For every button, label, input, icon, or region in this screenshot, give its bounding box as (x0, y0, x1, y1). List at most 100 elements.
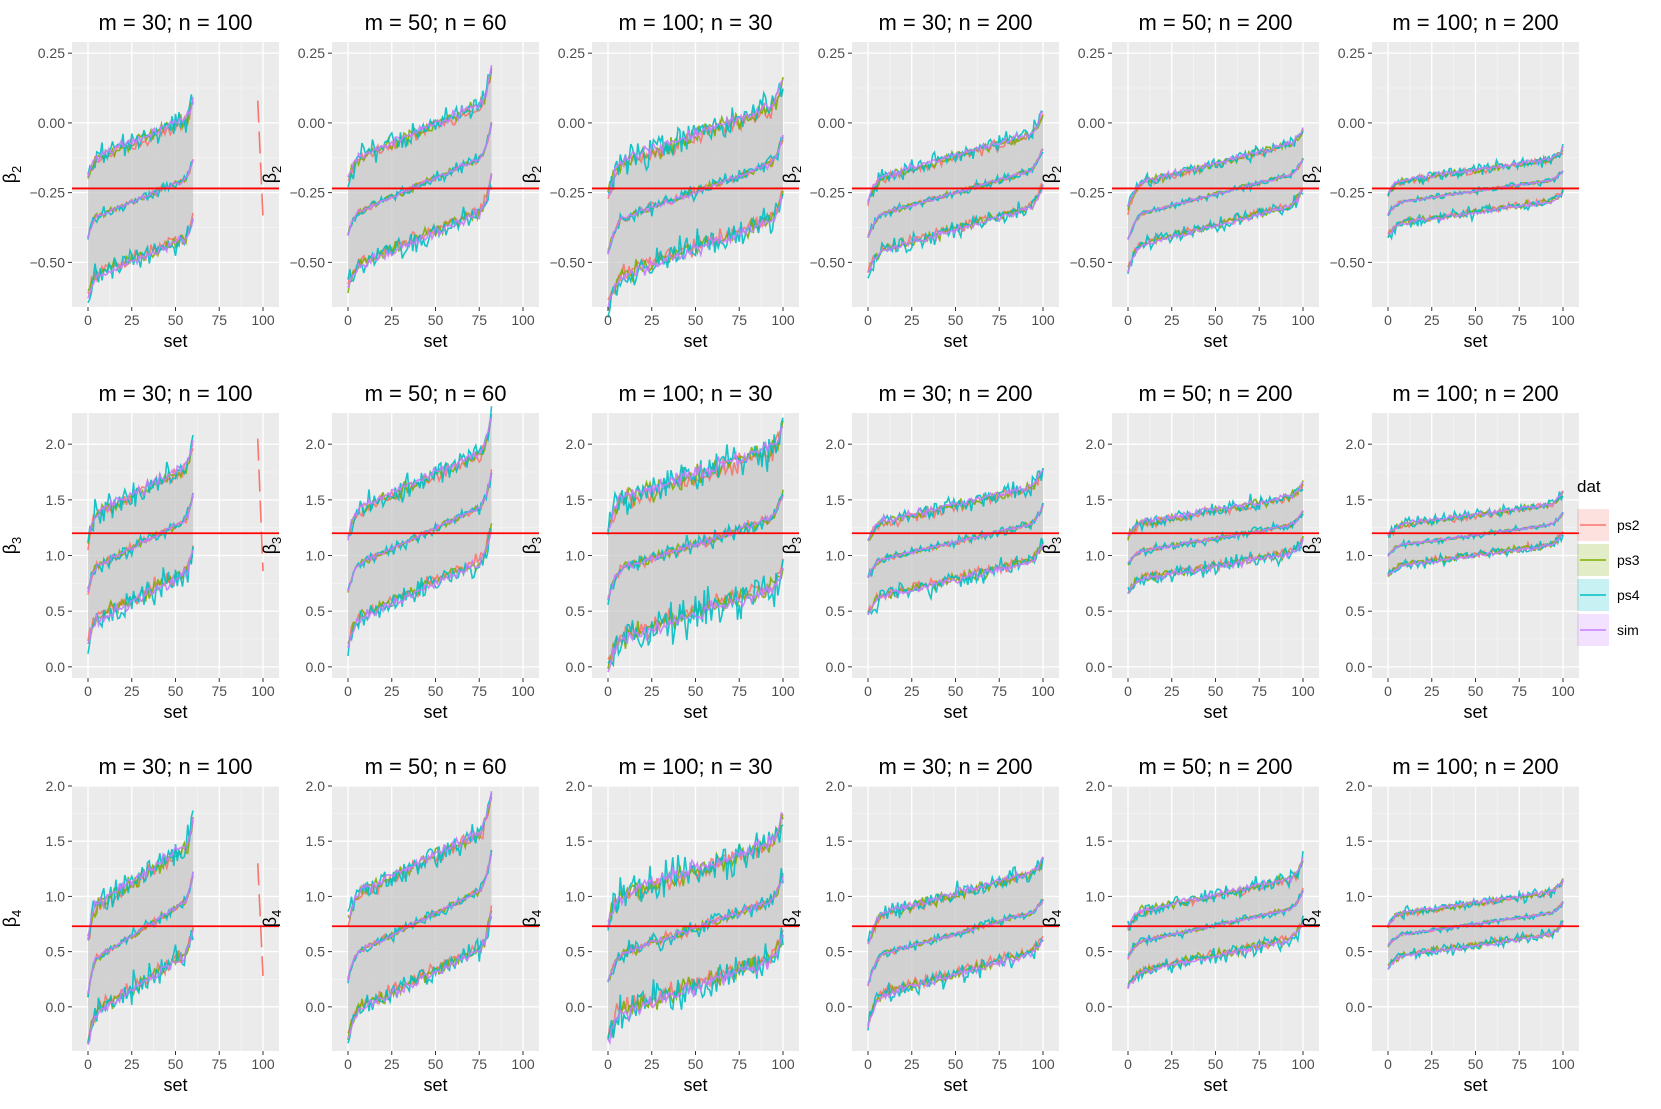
y-tick-label: 1.5 (826, 492, 846, 508)
panel-title: m = 100; n = 200 (1392, 754, 1558, 779)
panel-title: m = 30; n = 100 (98, 10, 252, 35)
x-tick-label: 0 (864, 312, 872, 328)
x-tick-label: 25 (644, 683, 660, 699)
series-line-sim (1387, 879, 1564, 927)
y-tick-label: 1.0 (1086, 548, 1106, 564)
x-axis-title: set (683, 702, 707, 722)
panel-title: m = 100; n = 200 (1392, 10, 1558, 35)
series-line-sim (1387, 901, 1564, 947)
x-tick-label: 25 (1424, 683, 1440, 699)
series-line-ps4 (1127, 486, 1304, 535)
x-tick-label: 25 (1424, 1056, 1440, 1072)
series-line-ps4 (87, 810, 194, 941)
y-axis-title: β2 (260, 166, 284, 184)
panel-title: m = 30; n = 100 (98, 381, 252, 406)
series-line-sim (1387, 146, 1564, 194)
y-tick-label: −0.50 (290, 254, 326, 270)
y-axis-title-symbol: β (1300, 544, 1320, 554)
y-axis-title-symbol: β (520, 544, 540, 554)
x-tick-label: 25 (644, 1056, 660, 1072)
x-tick-label: 100 (771, 312, 795, 328)
confidence-ribbon (88, 821, 193, 1047)
x-axis-title: set (163, 331, 187, 351)
series-line-sim (347, 472, 493, 592)
x-tick-label: 0 (84, 683, 92, 699)
y-axis-title-symbol: β (1300, 173, 1320, 183)
legend-label: ps2 (1617, 517, 1640, 533)
y-tick-label: 0.0 (46, 999, 66, 1015)
x-tick-label: 100 (1291, 312, 1315, 328)
panel-r2-c6: 0 25 50 75 100 0.0 0.5 1.0 1.5 2.0 set β3 m = 100; n… (1300, 381, 1579, 722)
series-line-ps2-tail (256, 100, 264, 218)
series-line-sim (1127, 481, 1304, 537)
y-axis-title-subscript: 4 (1309, 910, 1324, 917)
series-line-ps3 (87, 928, 194, 1044)
series-line-sim (87, 159, 194, 239)
x-tick-label: 100 (771, 1056, 795, 1072)
y-axis-title-symbol: β (520, 917, 540, 927)
series-line-sim (87, 218, 194, 299)
y-axis-title: β3 (0, 537, 24, 555)
panel-title: m = 50; n = 60 (365, 381, 507, 406)
y-tick-label: 0.00 (818, 115, 845, 131)
series-line-sim (867, 856, 1044, 945)
y-tick-label: −0.50 (550, 254, 586, 270)
y-tick-label: 0.0 (1346, 999, 1366, 1015)
x-tick-label: 100 (1291, 683, 1315, 699)
y-axis-title-symbol: β (1040, 173, 1060, 183)
y-tick-label: 0.25 (38, 45, 65, 61)
y-axis-title-subscript: 3 (789, 537, 804, 544)
y-tick-label: 0.0 (566, 659, 586, 675)
y-axis-title: β2 (0, 166, 24, 184)
x-tick-label: 0 (604, 683, 612, 699)
y-tick-label: 1.0 (306, 548, 326, 564)
y-tick-label: 1.5 (566, 492, 586, 508)
y-tick-label: −0.25 (1330, 185, 1366, 201)
x-tick-label: 50 (1468, 683, 1484, 699)
x-tick-label: 75 (1251, 1056, 1267, 1072)
y-tick-label: 0.5 (1086, 944, 1106, 960)
x-tick-label: 25 (1164, 312, 1180, 328)
y-axis-title-subscript: 3 (1049, 537, 1064, 544)
x-tick-label: 100 (251, 683, 275, 699)
y-axis-title: β4 (1040, 910, 1064, 928)
y-axis-title-symbol: β (0, 544, 20, 554)
y-tick-label: 2.0 (306, 436, 326, 452)
x-tick-label: 50 (948, 312, 964, 328)
y-axis-title-subscript: 4 (789, 910, 804, 917)
x-tick-label: 0 (1384, 683, 1392, 699)
y-axis-title-symbol: β (260, 544, 280, 554)
y-axis-title-subscript: 2 (1309, 166, 1324, 173)
x-tick-label: 0 (864, 683, 872, 699)
series-line-ps4 (1127, 192, 1304, 274)
series-line-sim (1387, 170, 1564, 215)
x-tick-label: 50 (688, 683, 704, 699)
series-line-sim (347, 852, 493, 982)
x-tick-label: 25 (1164, 683, 1180, 699)
y-axis-title-subscript: 2 (1049, 166, 1064, 173)
x-tick-label: 25 (124, 683, 140, 699)
series-line-ps4 (87, 219, 194, 304)
series-line-sim (867, 505, 1044, 578)
y-tick-label: 1.5 (46, 833, 66, 849)
y-tick-label: 0.00 (558, 115, 585, 131)
y-axis-title-subscript: 4 (9, 910, 24, 917)
legend-label: ps3 (1617, 552, 1640, 568)
x-tick-label: 25 (124, 1056, 140, 1072)
y-tick-label: 0.5 (1086, 603, 1106, 619)
y-axis-title-symbol: β (780, 173, 800, 183)
series-line-sim (607, 567, 784, 673)
x-axis-title: set (683, 1075, 707, 1095)
y-tick-label: 2.0 (1086, 778, 1106, 794)
y-tick-label: 1.0 (826, 888, 846, 904)
y-axis-title-subscript: 2 (789, 166, 804, 173)
y-tick-label: 2.0 (826, 778, 846, 794)
y-axis-title-subscript: 2 (269, 166, 284, 173)
y-tick-label: 0.5 (1346, 603, 1366, 619)
y-tick-label: 0.5 (826, 603, 846, 619)
y-tick-label: 1.0 (46, 888, 66, 904)
series-line-ps4 (867, 502, 1044, 578)
